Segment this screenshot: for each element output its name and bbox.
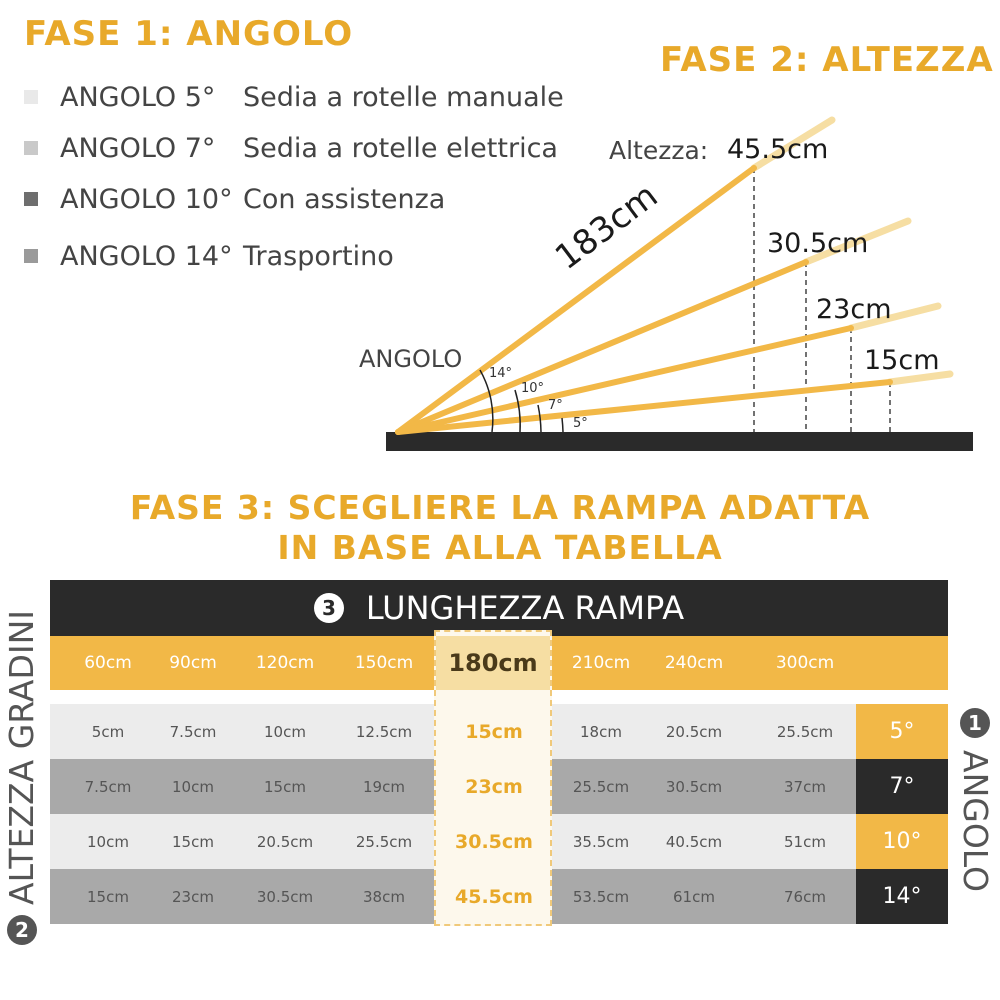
step3-title-line2: IN BASE ALLA TABELLA [277,528,723,567]
table-cell: 45.5cm [455,885,533,908]
number-3-icon: 3 [313,593,344,623]
ramp-tail-7 [847,302,942,332]
right-axis-label: ANGOLO [956,750,995,892]
table-cell: 23cm [172,887,214,906]
height-value-10: 30.5cm [767,228,869,259]
table-cell: 7.5cm [169,722,217,741]
table-cell: 15cm [465,720,523,743]
angle-arc-7 [537,404,542,433]
table-cell: 10cm [87,832,129,851]
angle-value-5: 5° [573,416,588,431]
table-cell: 23cm [465,775,523,798]
angle-arc-14 [479,369,494,433]
table-header: 3 LUNGHEZZA RAMPA [50,580,948,636]
angle-value-14: 14° [489,366,513,381]
number-1-icon: 1 [960,708,991,738]
table-cell: 15cm [87,887,129,906]
length-cell: 150cm [354,653,414,673]
height-value-7: 23cm [816,294,892,325]
ramp-7 [395,325,854,435]
legend-item: ANGOLO 5° Sedia a rotelle manuale [24,80,564,114]
table-cell: 15cm [172,832,214,851]
height-value-14: 45.5cm [727,134,829,165]
ground-bar [386,432,973,451]
step2-title: FASE 2: ALTEZZA [660,40,994,80]
table-cell: 25.5cm [355,832,413,851]
table-cell: 51cm [784,832,826,851]
table-cell: 25.5cm [776,722,834,741]
legend-item: ANGOLO 7° Sedia a rotelle elettrica [24,131,558,165]
step1-title: FASE 1: ANGOLO [24,14,354,54]
angle-cell-7: 7° [856,759,948,814]
table-cell: 12.5cm [355,722,413,741]
length-cell: 120cm [255,653,315,673]
table-cell: 53.5cm [572,887,630,906]
legend-swatch [24,192,38,206]
table-cell: 25.5cm [572,777,630,796]
legend-code: ANGOLO 10° [60,183,233,215]
length-cell: 60cm [84,653,132,673]
length-cell: 240cm [664,653,724,673]
table-cell: 30.5cm [665,777,723,796]
ramp-10 [395,259,809,435]
legend-swatch [24,90,38,104]
step3-title-line1: FASE 3: SCEGLIERE LA RAMPA ADATTA [129,488,871,527]
left-axis-label: ALTEZZA GRADINI [2,609,41,905]
left-axis: 2 ALTEZZA GRADINI [2,610,41,945]
table-cell: 40.5cm [665,832,723,851]
legend-desc: Sedia a rotelle elettrica [243,132,558,164]
legend-desc: Con assistenza [243,183,446,215]
angle-label: ANGOLO [359,345,463,373]
angle-arc-5 [561,417,564,433]
length-cell: 210cm [571,653,631,673]
table-cell: 30.5cm [256,887,314,906]
ramp-tail-14 [750,116,836,172]
right-axis: 1 ANGOLO [956,708,995,892]
legend-code: ANGOLO 5° [60,81,216,113]
table-cell: 10cm [264,722,306,741]
length-cell: 90cm [169,653,217,673]
table-cell: 7.5cm [84,777,132,796]
table-cell: 5cm [91,722,125,741]
height-label: Altezza: [609,136,709,165]
table-cell: 20.5cm [256,832,314,851]
length-cell: 180cm [436,636,550,690]
legend-swatch [24,249,38,263]
table-cell: 19cm [363,777,405,796]
number-2-icon: 2 [6,915,37,945]
table-cell: 37cm [784,777,826,796]
ramp-14 [395,165,757,435]
angle-arc-10 [514,389,521,433]
legend-item: ANGOLO 14° Trasportino [24,239,394,273]
table-cell: 30.5cm [455,830,533,853]
table-cell: 38cm [363,887,405,906]
legend-code: ANGOLO 7° [60,132,216,164]
table-cell: 76cm [784,887,826,906]
angle-value-10: 10° [521,381,545,396]
angle-cell-5: 5° [856,704,948,759]
legend-desc: Sedia a rotelle manuale [243,81,564,113]
table-cell: 35.5cm [572,832,630,851]
angle-cell-10: 10° [856,814,948,869]
ramp-tail-10 [802,217,912,266]
ramp-tail-5 [886,370,954,386]
ramp-5 [395,379,893,435]
table-cell: 10cm [172,777,214,796]
angle-cell-14: 14° [856,869,948,924]
table-cell: 15cm [264,777,306,796]
table-header-title: LUNGHEZZA RAMPA [365,589,685,627]
table-cell: 18cm [580,722,622,741]
legend-desc: Trasportino [243,240,394,272]
legend-code: ANGOLO 14° [60,240,233,272]
legend-item: ANGOLO 10° Con assistenza [24,182,445,216]
height-value-5: 15cm [864,345,940,376]
ramp-diagram [386,116,973,451]
legend-swatch [24,141,38,155]
length-cell: 300cm [775,653,835,673]
table-cell: 61cm [673,887,715,906]
table-cell: 20.5cm [665,722,723,741]
angle-value-7: 7° [548,398,563,413]
